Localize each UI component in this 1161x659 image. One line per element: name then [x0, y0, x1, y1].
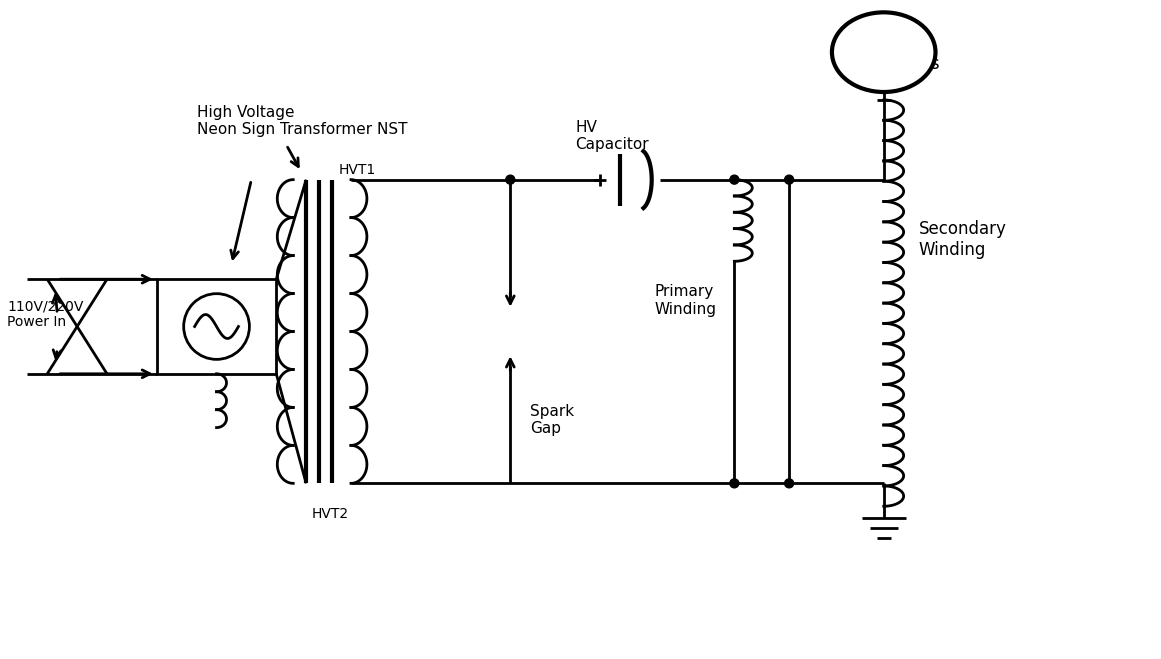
Text: Primary
Winding: Primary Winding — [655, 284, 716, 316]
Circle shape — [730, 479, 738, 488]
Circle shape — [785, 479, 794, 488]
Circle shape — [506, 175, 514, 184]
Circle shape — [730, 175, 738, 184]
Text: Secondary
Winding: Secondary Winding — [918, 220, 1007, 259]
Text: HVT2: HVT2 — [311, 507, 348, 521]
Circle shape — [785, 175, 794, 184]
Text: Spark
Gap: Spark Gap — [531, 404, 575, 436]
Bar — [157, 279, 276, 374]
Ellipse shape — [832, 13, 936, 92]
Text: Torus: Torus — [895, 55, 939, 73]
Text: High Voltage
Neon Sign Transformer NST: High Voltage Neon Sign Transformer NST — [196, 105, 408, 137]
Text: 110V/220V
Power In: 110V/220V Power In — [7, 299, 84, 330]
Circle shape — [183, 294, 250, 359]
Text: HV
Capacitor: HV Capacitor — [575, 120, 649, 152]
Text: HVT1: HVT1 — [339, 163, 376, 177]
